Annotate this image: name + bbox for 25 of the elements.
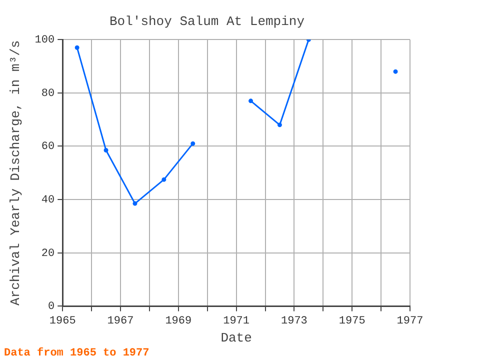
x-axis-title: Date [220,330,252,346]
x-tick-label: 1975 [338,316,366,328]
y-tick-label: 20 [41,248,55,260]
y-tick-label: 100 [34,34,55,47]
x-tick-label: 1967 [107,316,134,328]
x-tick-label: 1973 [280,316,308,328]
point [162,177,166,182]
y-tick-label: 80 [41,88,55,100]
x-tick-label: 1965 [49,316,76,328]
y-axis-title: Archival Yearly Discharge, in m³/s [8,40,24,306]
point [190,141,196,146]
chart-title: Bol'shoy Salum At Lempiny [109,14,305,30]
y-tick-label: 0 [48,301,55,314]
y-tick-label: 60 [41,141,55,154]
point [393,69,398,74]
point [104,148,108,152]
point [277,122,282,128]
text: Data from 1965 to 1977 [4,346,150,360]
point [248,98,254,104]
point [132,201,138,206]
x-tick-label: 1977 [396,316,424,328]
x-tick-label: 1969 [165,316,192,328]
x-tick-label: 1971 [223,316,250,328]
y-tick-label: 40 [41,194,55,206]
point [74,45,80,50]
